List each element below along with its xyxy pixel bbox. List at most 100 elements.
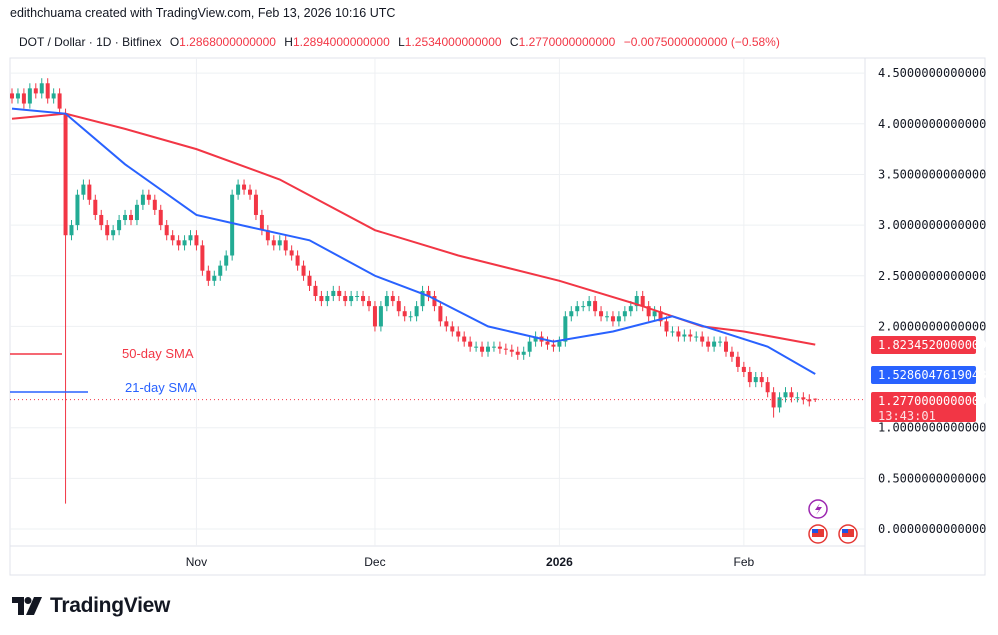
candle-body xyxy=(224,255,229,266)
candle-body xyxy=(253,194,258,215)
y-tick-label: 0.5000000000000 xyxy=(878,471,986,485)
candle-body xyxy=(765,382,770,393)
candle-body xyxy=(581,306,586,308)
candle-body xyxy=(170,235,175,241)
candle-body xyxy=(408,316,413,318)
x-tick-label: 2026 xyxy=(546,555,573,569)
candle-body xyxy=(123,214,128,221)
candle-body xyxy=(587,301,592,307)
candle-body xyxy=(188,235,193,241)
candle-body xyxy=(444,321,449,327)
candle-body xyxy=(129,214,133,221)
candle-body xyxy=(628,306,633,312)
last-price-tag xyxy=(871,392,976,422)
candle-body xyxy=(670,331,675,333)
logo-text: TradingView xyxy=(50,594,171,617)
y-tick-label: 4.5000000000000 xyxy=(878,66,986,80)
candle-body xyxy=(783,392,788,398)
candle-body xyxy=(63,113,68,236)
candle-body xyxy=(248,189,252,195)
candle-body xyxy=(420,290,425,307)
candle-body xyxy=(21,93,26,104)
sma-line-21 xyxy=(11,107,816,375)
candle-body xyxy=(51,93,56,99)
x-tick-label: Nov xyxy=(186,555,207,569)
candle-body xyxy=(741,366,746,372)
candle-body xyxy=(575,306,580,312)
y-tick-label: 0.0000000000000 xyxy=(878,522,986,536)
candle-body xyxy=(87,184,92,200)
close-value: 1.2770000000000 xyxy=(518,35,616,49)
candle-body xyxy=(789,392,794,398)
candle-body xyxy=(396,301,401,312)
candle-body xyxy=(688,334,693,337)
candle-body xyxy=(337,290,342,297)
y-tick-label: 1.0000000000000 xyxy=(878,421,986,435)
candle-body xyxy=(313,285,318,297)
candle-body xyxy=(777,397,782,408)
open-label: O xyxy=(169,35,180,49)
high-label: H xyxy=(284,35,293,49)
candle-body xyxy=(801,397,806,400)
candle-body xyxy=(277,240,282,246)
candle-body xyxy=(99,214,104,226)
flag-canton xyxy=(842,529,848,533)
candle-body xyxy=(402,311,407,317)
tradingview-logo-icon xyxy=(12,597,42,615)
candle-body xyxy=(93,199,98,215)
x-tick-label: Dec xyxy=(364,555,385,569)
y-tick-label: 2.0000000000000 xyxy=(878,319,986,333)
candle-body xyxy=(10,93,14,99)
candle-body xyxy=(521,351,526,355)
candle-body xyxy=(212,275,217,281)
sma21-price-tag-text: 1.5286047619048 xyxy=(878,368,986,382)
candle-body xyxy=(140,194,145,205)
x-tick-label: Feb xyxy=(734,555,755,569)
candle-body xyxy=(45,83,50,99)
sma21-annotation: 21-day SMA xyxy=(125,380,197,395)
candle-body xyxy=(771,392,776,408)
candle-body xyxy=(301,265,306,276)
candle-body xyxy=(533,336,538,342)
candle-body xyxy=(367,301,371,307)
symbol-label[interactable]: DOT / Dollar · 1D · Bitfinex xyxy=(19,35,162,49)
candle-body xyxy=(658,311,663,322)
candle-body xyxy=(640,296,645,307)
change-value: −0.0075000000000 (−0.58%) xyxy=(623,35,780,49)
candle-body xyxy=(176,240,181,246)
candle-body xyxy=(242,184,247,190)
candle-body xyxy=(325,296,330,302)
candle-body xyxy=(718,341,723,343)
candle-body xyxy=(616,316,621,322)
chart-frame xyxy=(9,57,986,576)
candle-body xyxy=(515,351,520,355)
candle-body xyxy=(432,296,437,307)
candle-body xyxy=(599,311,604,317)
candle-body xyxy=(706,341,711,347)
y-tick-label: 2.5000000000000 xyxy=(878,269,986,283)
candle-body xyxy=(813,398,818,400)
sma50-annotation: 50-day SMA xyxy=(122,346,194,361)
candle-body xyxy=(676,331,681,337)
candle-body xyxy=(343,296,348,302)
candle-body xyxy=(152,199,157,210)
candle-body xyxy=(69,225,74,236)
candle-body xyxy=(724,341,728,352)
candle-body xyxy=(15,93,20,99)
candle-body xyxy=(807,399,812,402)
candle-body xyxy=(372,306,377,327)
candle-body xyxy=(795,397,800,399)
candle-body xyxy=(759,377,764,383)
close-label: C xyxy=(509,35,519,49)
candle-body xyxy=(361,296,366,302)
candle-body xyxy=(747,371,752,383)
candle-body xyxy=(491,346,496,348)
candle-body xyxy=(117,220,122,231)
open-value: 1.2868000000000 xyxy=(179,35,276,49)
candle-body xyxy=(289,250,294,256)
candle-body xyxy=(355,296,360,298)
flag-canton xyxy=(812,529,818,533)
candle-body xyxy=(283,240,288,251)
candle-body xyxy=(236,184,241,195)
